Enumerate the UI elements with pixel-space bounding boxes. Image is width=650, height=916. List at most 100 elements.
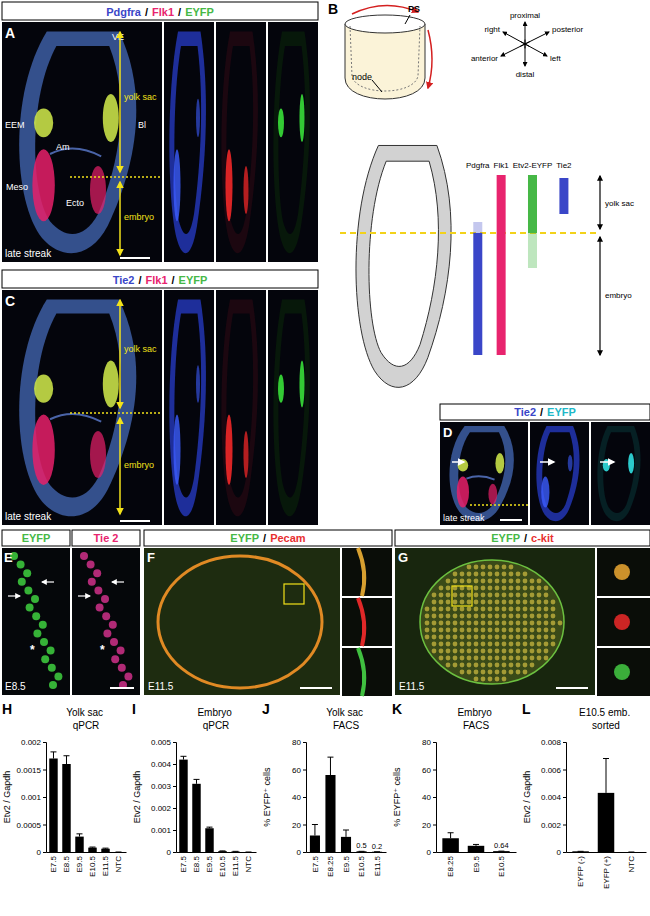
cell bbox=[509, 600, 514, 605]
tissue bbox=[449, 426, 513, 521]
cell bbox=[523, 663, 528, 668]
image-background bbox=[144, 548, 340, 695]
cell bbox=[432, 607, 437, 612]
cell bbox=[474, 586, 479, 591]
bar bbox=[205, 828, 213, 852]
cell bbox=[453, 607, 458, 612]
tick: E11.5 bbox=[231, 852, 240, 876]
tick-label: NTC bbox=[627, 856, 636, 873]
error-cap bbox=[76, 833, 82, 834]
panel-letter: I bbox=[132, 701, 136, 717]
vessel bbox=[158, 556, 322, 688]
tick: E9.5 bbox=[205, 852, 214, 872]
header-text: EYFP bbox=[491, 532, 520, 544]
cup-inner bbox=[350, 26, 420, 91]
tissue bbox=[221, 32, 258, 254]
title-line: FACS bbox=[333, 720, 359, 731]
panel-letter: L bbox=[522, 701, 531, 717]
chart: IEmbryo qPCREtv2 / Gapdh00.0010.0020.003… bbox=[132, 701, 257, 877]
panel-letter: E bbox=[4, 550, 13, 565]
tick: EYFP (+) bbox=[602, 852, 611, 889]
stage-label: E8.5 bbox=[5, 681, 26, 692]
header-box bbox=[395, 530, 650, 546]
axis-title: % EYFP⁺ cells bbox=[262, 767, 272, 827]
tick-mark bbox=[173, 764, 176, 765]
cell bbox=[551, 607, 556, 612]
error-cap bbox=[359, 851, 365, 852]
tick-mark bbox=[43, 797, 46, 798]
cell bbox=[488, 670, 493, 675]
tick-label: 0.006 bbox=[541, 766, 562, 775]
amnion bbox=[50, 414, 101, 422]
chart: KEmbryo FACS% EYFP⁺ cells020406080E8.25E… bbox=[392, 701, 517, 877]
expression-bar bbox=[473, 233, 482, 355]
cell bbox=[467, 614, 472, 619]
cell bbox=[488, 565, 493, 570]
expression-bar bbox=[528, 233, 537, 268]
marks bbox=[442, 833, 509, 852]
chart-title: Yolk sac qPCR bbox=[66, 707, 106, 731]
chart-title: Embryo qPCR bbox=[197, 707, 234, 731]
tick: 60 bbox=[292, 766, 306, 775]
bar bbox=[341, 837, 351, 852]
inset-vessel bbox=[358, 598, 364, 646]
panel-letter: G bbox=[398, 550, 408, 565]
cell bbox=[109, 621, 117, 629]
chart-title: E10.5 emb. sorted bbox=[579, 707, 633, 731]
tick-mark bbox=[43, 770, 46, 771]
cell bbox=[488, 572, 493, 577]
cell bbox=[502, 586, 507, 591]
cell bbox=[488, 642, 493, 647]
cell bbox=[530, 579, 535, 584]
header-box bbox=[144, 530, 392, 546]
axis-line bbox=[43, 743, 47, 853]
bar-label: Flk1 bbox=[494, 161, 510, 170]
cell bbox=[516, 628, 521, 633]
tick: 80 bbox=[422, 738, 436, 747]
axis-line bbox=[433, 743, 437, 853]
cell bbox=[432, 614, 437, 619]
cell bbox=[453, 579, 458, 584]
cell bbox=[516, 670, 521, 675]
cell bbox=[509, 635, 514, 640]
stage-label: late streak bbox=[443, 513, 485, 523]
signal bbox=[32, 415, 54, 486]
cell bbox=[94, 586, 102, 594]
y-axis: 00.0020.0040.0060.008 bbox=[541, 738, 567, 857]
error-cap bbox=[246, 852, 252, 853]
y-axis: 020406080 bbox=[292, 738, 306, 857]
data-label: 0.64 bbox=[494, 841, 509, 850]
label: right bbox=[484, 25, 500, 34]
cell bbox=[523, 572, 528, 577]
error-line bbox=[450, 833, 451, 839]
tick-label: E10.5 bbox=[357, 855, 366, 876]
tick-mark bbox=[563, 852, 566, 853]
cell bbox=[453, 663, 458, 668]
signal bbox=[244, 431, 249, 478]
inset-cell bbox=[614, 614, 630, 630]
inset-background bbox=[342, 648, 392, 696]
tick: 0.006 bbox=[541, 766, 566, 775]
tick: 0.001 bbox=[21, 793, 46, 802]
cup bbox=[345, 24, 425, 99]
cell bbox=[495, 649, 500, 654]
cell bbox=[446, 635, 451, 640]
cell bbox=[481, 663, 486, 668]
tick: E10.5 bbox=[218, 852, 227, 877]
tick-mark bbox=[563, 825, 566, 826]
panel-a: Pdgfra/Flk1/EYFPAVEEEMAmBlMesoEctolate s… bbox=[2, 2, 318, 262]
error-line bbox=[346, 830, 347, 837]
x-axis: E8.25E9.5E10.5 bbox=[437, 852, 517, 877]
cell bbox=[544, 600, 549, 605]
cell bbox=[495, 656, 500, 661]
cell bbox=[439, 600, 444, 605]
bar bbox=[244, 852, 252, 853]
tick-label: E8.5 bbox=[62, 855, 71, 872]
error-cap bbox=[233, 851, 239, 852]
error-bar bbox=[603, 759, 609, 793]
label: distal bbox=[516, 70, 535, 79]
cell bbox=[509, 649, 514, 654]
bar bbox=[468, 846, 485, 852]
cell bbox=[537, 579, 542, 584]
signal bbox=[568, 455, 573, 471]
